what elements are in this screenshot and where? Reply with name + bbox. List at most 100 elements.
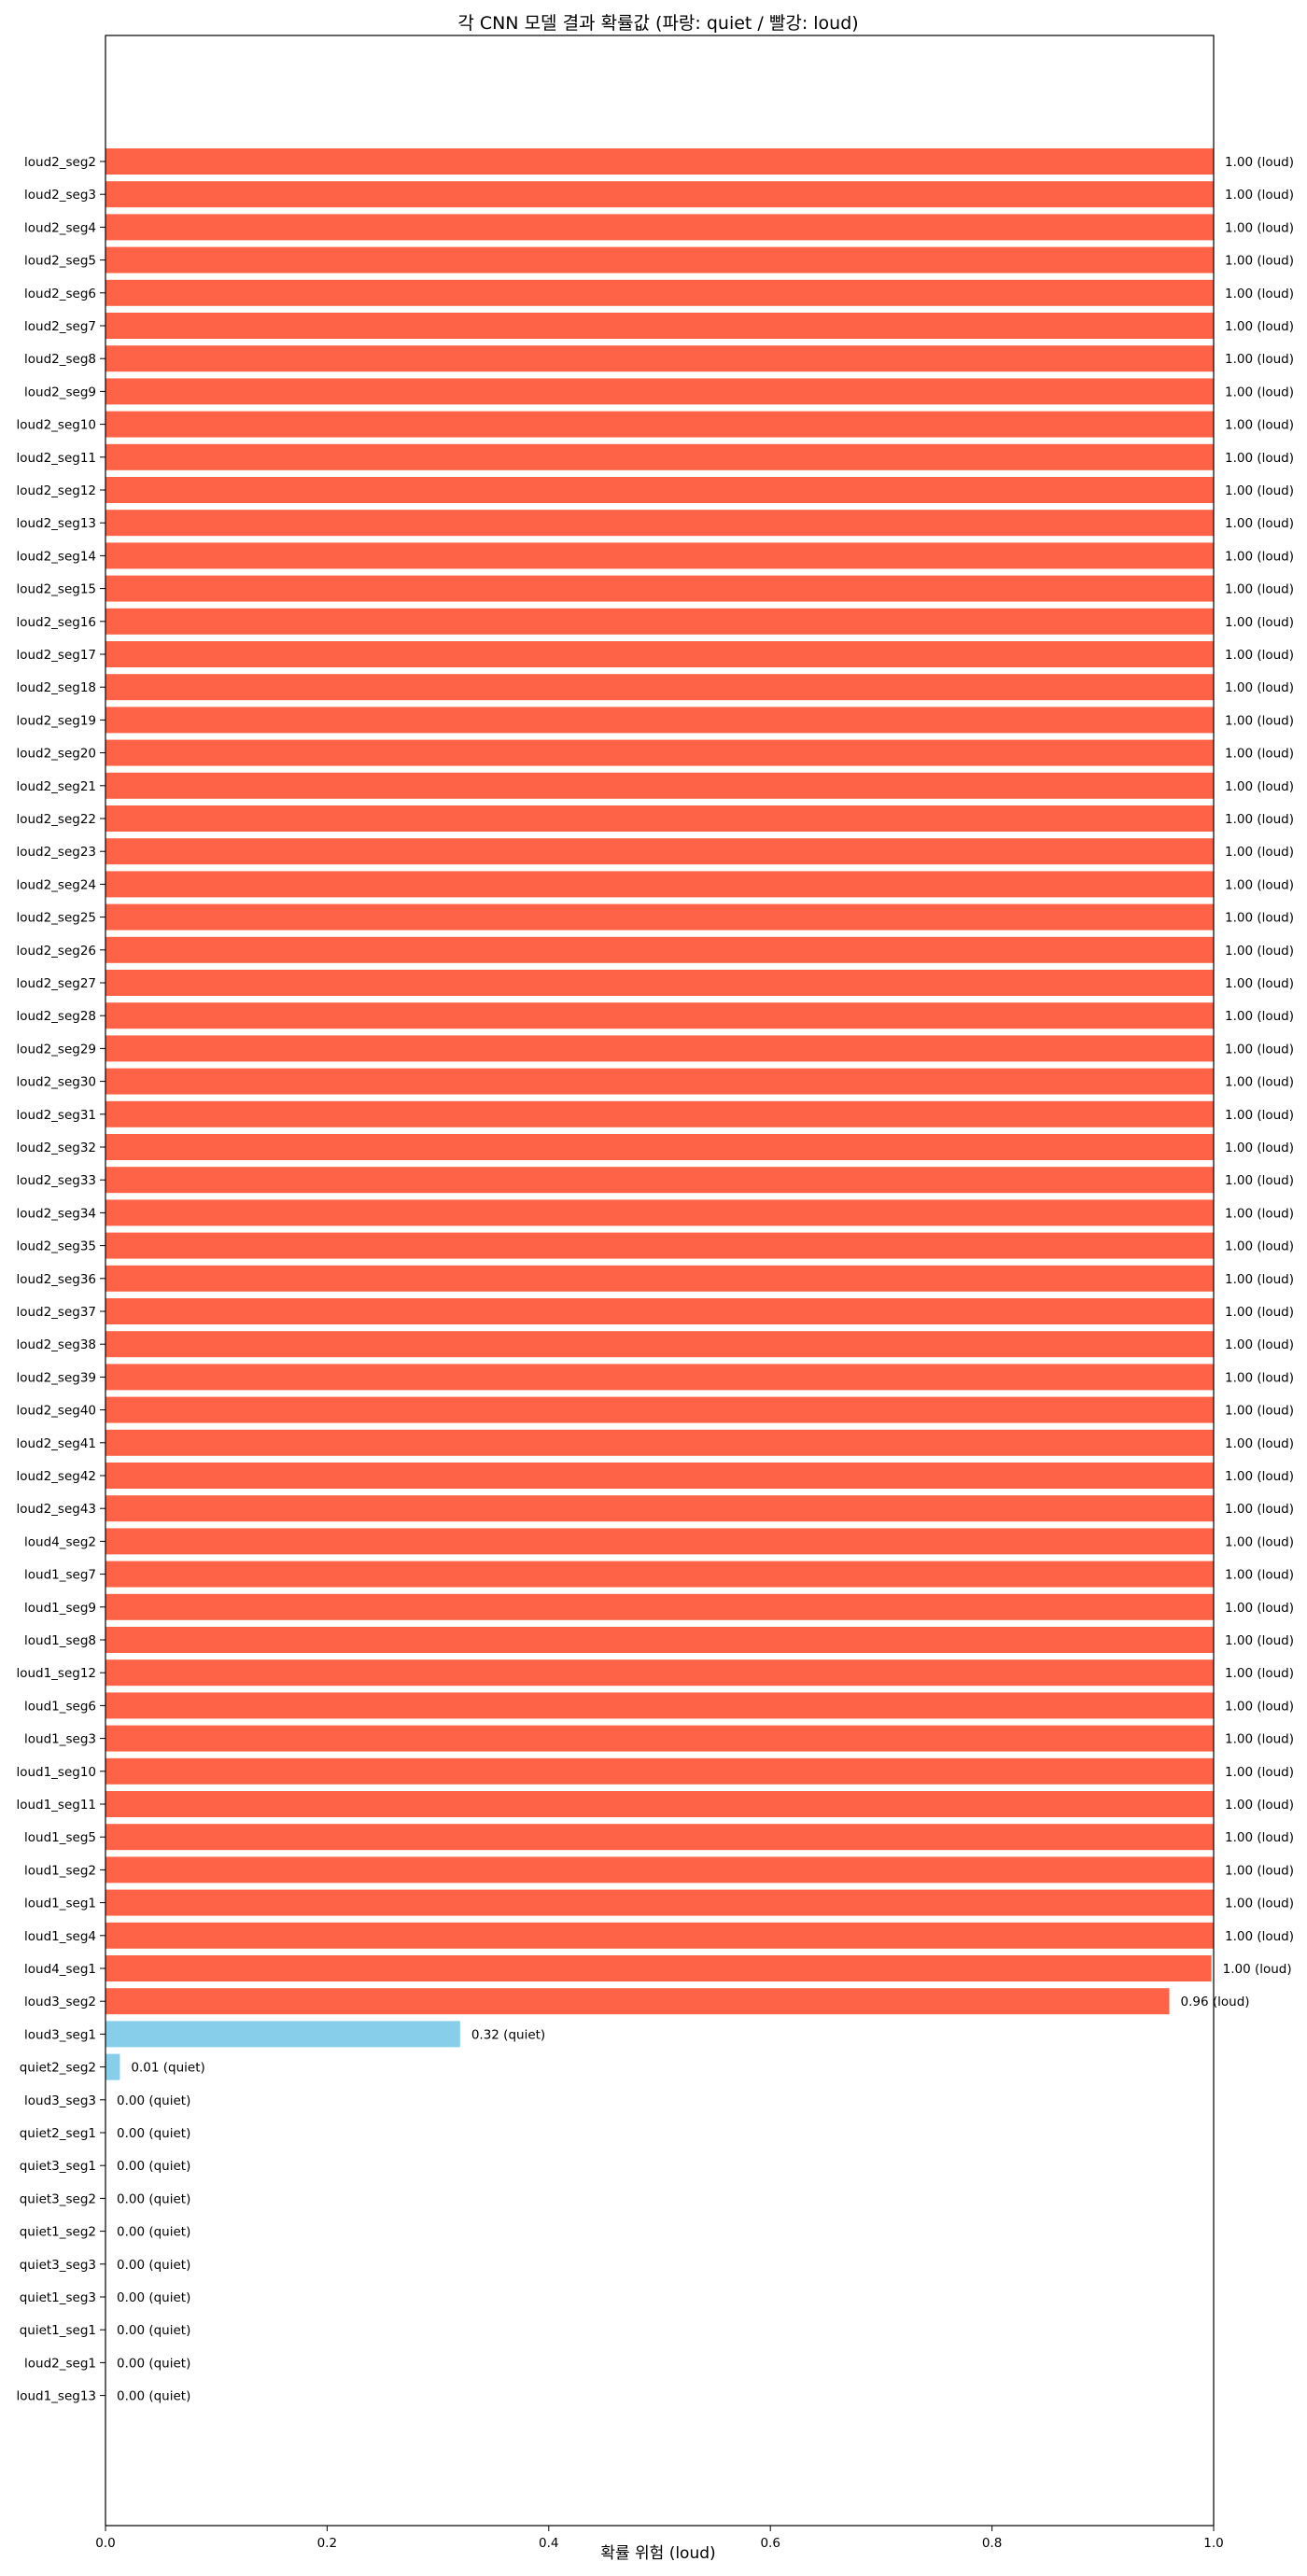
y-tick-label-loud2_seg34: loud2_seg34 xyxy=(16,1206,96,1221)
bar-loud1_seg11 xyxy=(105,1791,1214,1817)
bar-loud2_seg16 xyxy=(105,608,1214,635)
data-label-loud1_seg4: 1.00 (loud) xyxy=(1225,1929,1294,1944)
bar-loud2_seg4 xyxy=(105,214,1214,241)
y-tick-label-loud1_seg13: loud1_seg13 xyxy=(16,2389,96,2404)
data-label-loud1_seg3: 1.00 (loud) xyxy=(1225,1732,1294,1747)
y-tick-label-quiet1_seg1: quiet1_seg1 xyxy=(20,2323,96,2338)
data-label-quiet3_seg3: 0.00 (quiet) xyxy=(117,2258,190,2273)
y-tick-label-loud2_seg22: loud2_seg22 xyxy=(16,812,96,827)
x-tick-label-0.6: 0.6 xyxy=(760,2536,780,2551)
y-tick-label-loud2_seg8: loud2_seg8 xyxy=(24,352,96,367)
bar-loud2_seg37 xyxy=(105,1298,1214,1324)
bar-loud2_seg40 xyxy=(105,1396,1214,1423)
data-label-quiet1_seg3: 0.00 (quiet) xyxy=(117,2290,190,2305)
y-tick-label-loud1_seg6: loud1_seg6 xyxy=(24,1699,96,1714)
data-label-loud4_seg1: 1.00 (loud) xyxy=(1223,1962,1292,1977)
bar-loud2_seg32 xyxy=(105,1134,1214,1160)
bar-loud2_seg43 xyxy=(105,1495,1214,1522)
data-label-loud2_seg22: 1.00 (loud) xyxy=(1225,812,1294,827)
y-tick-label-loud2_seg18: loud2_seg18 xyxy=(16,680,96,695)
bar-loud2_seg6 xyxy=(105,279,1214,306)
y-tick-label-loud2_seg3: loud2_seg3 xyxy=(24,188,96,203)
y-tick-label-loud2_seg35: loud2_seg35 xyxy=(16,1239,96,1254)
x-axis-label: 확률 위험 (loud) xyxy=(600,2544,715,2563)
y-tick-label-loud2_seg7: loud2_seg7 xyxy=(24,319,96,334)
data-label-loud2_seg7: 1.00 (loud) xyxy=(1225,319,1294,334)
bar-loud2_seg17 xyxy=(105,641,1214,667)
data-label-quiet3_seg1: 0.00 (quiet) xyxy=(117,2159,190,2174)
y-tick-label-loud3_seg3: loud3_seg3 xyxy=(24,2093,96,2108)
data-label-loud1_seg12: 1.00 (loud) xyxy=(1225,1666,1294,1681)
y-tick-label-loud4_seg2: loud4_seg2 xyxy=(24,1534,96,1549)
y-tick-label-loud1_seg7: loud1_seg7 xyxy=(24,1568,96,1583)
x-tick-label-0.8: 0.8 xyxy=(982,2536,1002,2551)
bar-loud1_seg9 xyxy=(105,1593,1214,1620)
data-label-loud2_seg1: 0.00 (quiet) xyxy=(117,2356,190,2371)
bar-loud2_seg31 xyxy=(105,1100,1214,1127)
data-label-loud2_seg36: 1.00 (loud) xyxy=(1225,1272,1294,1287)
bar-loud2_seg36 xyxy=(105,1265,1214,1292)
y-tick-label-loud1_seg3: loud1_seg3 xyxy=(24,1732,96,1747)
data-label-loud3_seg2: 0.96 (loud) xyxy=(1181,1995,1250,2009)
data-label-loud2_seg19: 1.00 (loud) xyxy=(1225,713,1294,728)
x-tick-label-1.0: 1.0 xyxy=(1203,2536,1223,2551)
data-label-loud2_seg41: 1.00 (loud) xyxy=(1225,1436,1294,1451)
data-label-loud2_seg21: 1.00 (loud) xyxy=(1225,779,1294,794)
y-tick-label-loud1_seg10: loud1_seg10 xyxy=(16,1765,96,1780)
data-label-loud3_seg1: 0.32 (quiet) xyxy=(471,2027,545,2042)
data-label-loud2_seg31: 1.00 (loud) xyxy=(1225,1108,1294,1123)
bar-loud2_seg27 xyxy=(105,970,1214,996)
y-tick-label-loud2_seg15: loud2_seg15 xyxy=(16,582,96,597)
y-tick-label-loud1_seg1: loud1_seg1 xyxy=(24,1897,96,1911)
bar-loud2_seg24 xyxy=(105,871,1214,898)
y-tick-label-loud3_seg2: loud3_seg2 xyxy=(24,1995,96,2009)
bar-loud2_seg7 xyxy=(105,313,1214,339)
y-tick-label-loud2_seg13: loud2_seg13 xyxy=(16,516,96,531)
bar-loud2_seg22 xyxy=(105,805,1214,832)
bar-loud1_seg2 xyxy=(105,1856,1214,1883)
x-tick-label-0.4: 0.4 xyxy=(539,2536,558,2551)
bar-loud2_seg23 xyxy=(105,838,1214,865)
data-label-loud2_seg10: 1.00 (loud) xyxy=(1225,418,1294,433)
bar-loud2_seg28 xyxy=(105,1002,1214,1029)
y-tick-label-loud2_seg23: loud2_seg23 xyxy=(16,845,96,860)
bar-loud2_seg3 xyxy=(105,181,1214,208)
y-tick-label-loud2_seg5: loud2_seg5 xyxy=(24,254,96,269)
y-tick-label-loud1_seg2: loud1_seg2 xyxy=(24,1863,96,1878)
plot-frame xyxy=(105,35,1215,2527)
bar-loud2_seg21 xyxy=(105,772,1214,799)
y-tick-label-loud1_seg5: loud1_seg5 xyxy=(24,1830,96,1845)
bar-loud1_seg5 xyxy=(105,1824,1214,1851)
y-tick-label-quiet1_seg3: quiet1_seg3 xyxy=(20,2290,96,2305)
data-label-loud2_seg25: 1.00 (loud) xyxy=(1225,911,1294,926)
bar-loud1_seg6 xyxy=(105,1692,1214,1719)
y-tick-label-loud2_seg4: loud2_seg4 xyxy=(24,220,96,235)
bar-loud1_seg10 xyxy=(105,1757,1214,1785)
y-tick-label-loud3_seg1: loud3_seg1 xyxy=(24,2027,96,2042)
bar-loud1_seg12 xyxy=(105,1659,1214,1687)
y-tick-label-loud2_seg6: loud2_seg6 xyxy=(24,287,96,301)
y-axis: loud2_seg2 loud2_seg3 loud2_seg4 loud2_seg5… xyxy=(16,155,105,2404)
data-label-loud2_seg16: 1.00 (loud) xyxy=(1225,615,1294,630)
bar-loud2_seg10 xyxy=(105,411,1214,438)
y-tick-label-loud1_seg11: loud1_seg11 xyxy=(16,1798,96,1813)
y-tick-label-loud2_seg28: loud2_seg28 xyxy=(16,1009,96,1024)
y-tick-label-loud2_seg43: loud2_seg43 xyxy=(16,1502,96,1517)
x-tick-label-0.2: 0.2 xyxy=(317,2536,337,2551)
data-label-loud2_seg24: 1.00 (loud) xyxy=(1225,877,1294,892)
data-label-loud3_seg3: 0.00 (quiet) xyxy=(117,2093,190,2108)
data-label-loud2_seg18: 1.00 (loud) xyxy=(1225,680,1294,695)
data-label-quiet1_seg1: 0.00 (quiet) xyxy=(117,2323,190,2338)
y-tick-label-loud1_seg4: loud1_seg4 xyxy=(24,1929,96,1944)
data-label-loud2_seg33: 1.00 (loud) xyxy=(1225,1173,1294,1188)
plot-area: 1.00 (loud) 1.00 (loud) 1.00 (loud) 1.00 (l… xyxy=(105,148,1294,2404)
data-label-loud2_seg32: 1.00 (loud) xyxy=(1225,1141,1294,1155)
y-tick-label-loud1_seg8: loud1_seg8 xyxy=(24,1633,96,1648)
data-label-loud2_seg37: 1.00 (loud) xyxy=(1225,1305,1294,1320)
data-label-loud2_seg34: 1.00 (loud) xyxy=(1225,1206,1294,1221)
y-tick-label-loud2_seg19: loud2_seg19 xyxy=(16,713,96,728)
data-label-loud2_seg5: 1.00 (loud) xyxy=(1225,254,1294,269)
bar-loud2_seg34 xyxy=(105,1199,1214,1226)
bar-loud2_seg33 xyxy=(105,1167,1214,1194)
